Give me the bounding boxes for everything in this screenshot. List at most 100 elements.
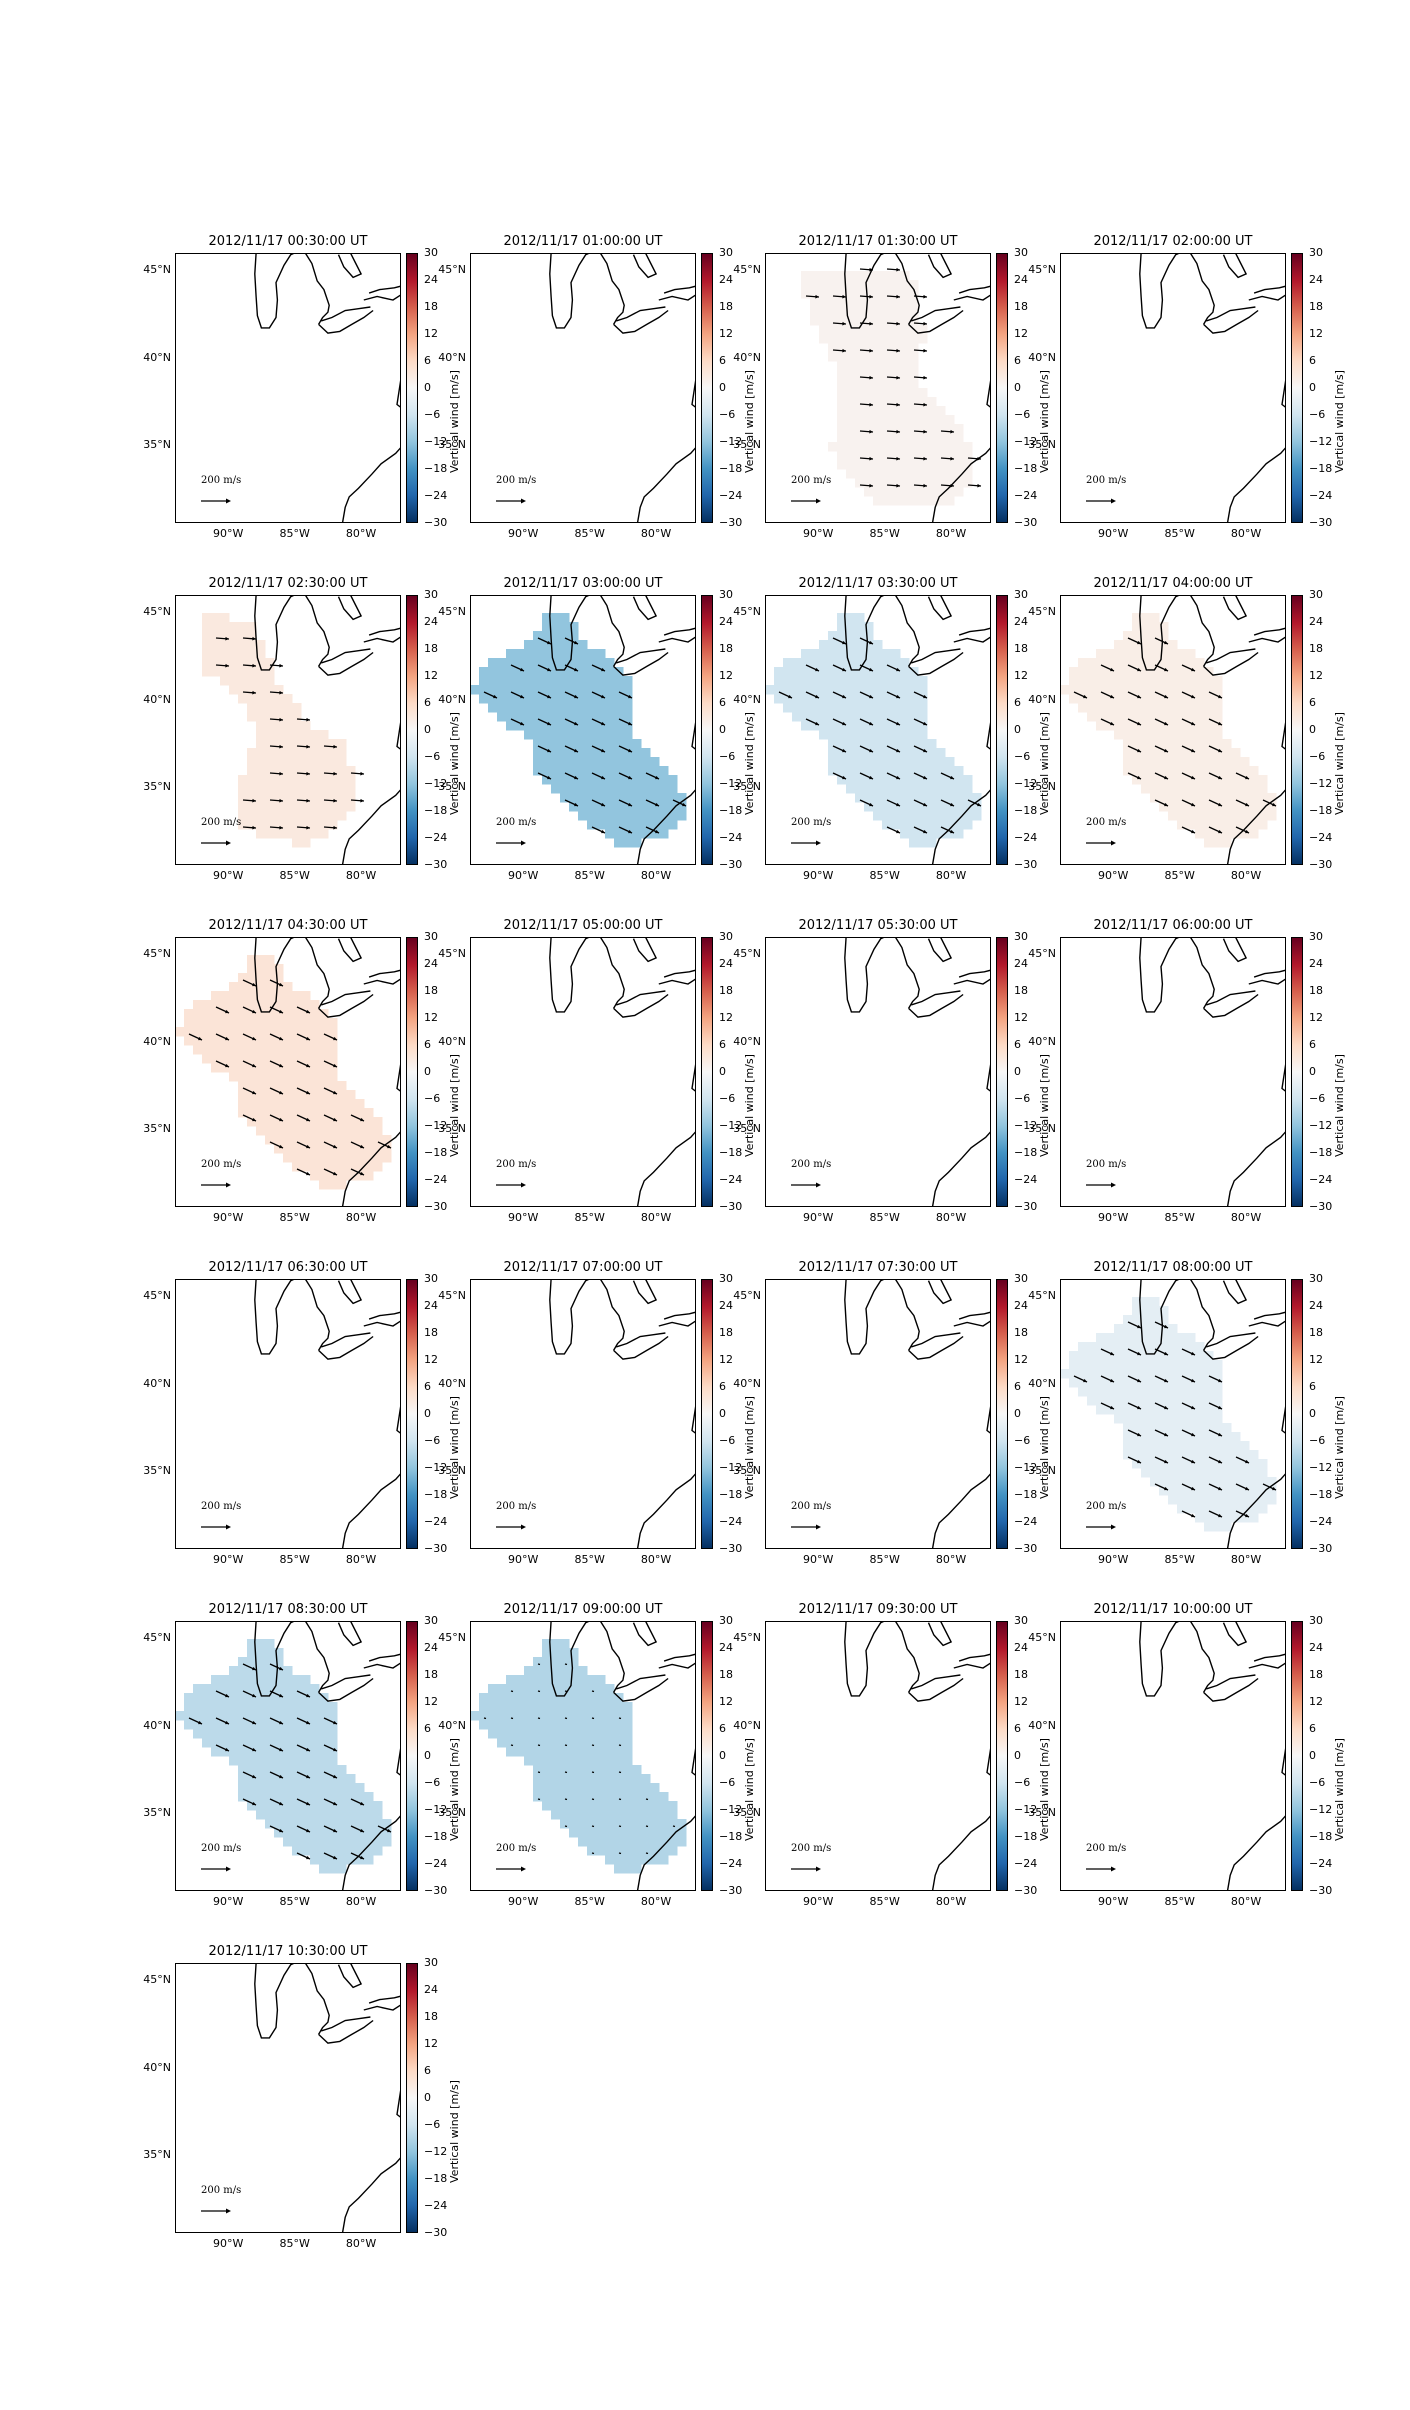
wind-cell (1204, 1522, 1214, 1532)
wind-cell (909, 451, 919, 461)
colorbar-tick-label: −18 (424, 1146, 448, 1159)
wind-cell (1141, 739, 1151, 749)
wind-cell (346, 1774, 356, 1784)
wind-cell (283, 1054, 293, 1064)
wind-arrowhead (1191, 829, 1195, 834)
wind-arrowhead (788, 694, 792, 699)
wind-arrowhead (923, 294, 927, 299)
wind-arrowhead (1164, 802, 1168, 807)
wind-cell (1168, 1486, 1178, 1496)
wind-cell (936, 757, 946, 767)
wind-cell (846, 451, 856, 461)
wind-cell (1132, 1360, 1142, 1370)
wind-cell (650, 1846, 660, 1856)
wind-arrowhead (333, 1144, 337, 1149)
wind-cell (1150, 1306, 1160, 1316)
wind-arrowhead (1137, 1324, 1141, 1329)
wind-cell (587, 1828, 597, 1838)
wind-cell (247, 784, 257, 794)
wind-cell (256, 1090, 266, 1100)
wind-cell (229, 685, 239, 695)
wind-cell (533, 1792, 543, 1802)
wind-cell (873, 469, 883, 479)
wind-cell (927, 802, 937, 812)
wind-cell (632, 1846, 642, 1856)
wind-cell (202, 613, 212, 623)
wind-arrowhead (252, 1063, 256, 1068)
wind-cell (1105, 1360, 1115, 1370)
wind-cell (891, 703, 901, 713)
wind-cell (1204, 1405, 1214, 1415)
colorbar (406, 1621, 418, 1891)
wind-cell (1168, 775, 1178, 785)
wind-cell (873, 388, 883, 398)
wind-cell (891, 316, 901, 326)
wind-cell (238, 793, 248, 803)
wind-cell (623, 703, 633, 713)
wind-cell (1168, 748, 1178, 758)
wind-cell (355, 1819, 365, 1829)
wind-arrowhead (896, 829, 900, 834)
wind-cell (247, 622, 257, 632)
colorbar (406, 1963, 418, 2233)
wind-cell (551, 1720, 561, 1730)
wind-arrowhead (279, 690, 283, 695)
wind-cell (551, 1702, 561, 1712)
wind-cell (1186, 775, 1196, 785)
wind-cell (202, 1729, 212, 1739)
wind-vectors (1073, 637, 1277, 834)
wind-cell (632, 1765, 642, 1775)
wind-cell (882, 280, 892, 290)
wind-cell (614, 1720, 624, 1730)
wind-cell (515, 685, 525, 695)
wind-cell (909, 469, 919, 479)
wind-cell (828, 352, 838, 362)
colorbar-tick-label: 30 (1014, 1614, 1028, 1627)
map-panel: 2012/11/17 04:00:00 UT 200 m/s 45°N 40°N 35°… (1028, 576, 1350, 905)
wind-cell (1177, 685, 1187, 695)
wind-cell (1186, 667, 1196, 677)
wind-cell (542, 1711, 552, 1721)
wind-cell (882, 361, 892, 371)
wind-cell (328, 775, 338, 785)
wind-cell (801, 658, 811, 668)
coastline (927, 1279, 953, 1305)
axes-frame (765, 595, 991, 865)
wind-cell (229, 1684, 239, 1694)
wind-cell (1105, 685, 1115, 695)
wind-arrow (645, 1852, 649, 1855)
wind-cell (1087, 694, 1097, 704)
wind-arrowhead (252, 1720, 256, 1725)
coastline (1222, 253, 1248, 279)
wind-cell (551, 784, 561, 794)
wind-cell (256, 1126, 266, 1136)
colorbar-tick-label: 6 (424, 696, 431, 709)
wind-cell (587, 658, 597, 668)
wind-cell (882, 793, 892, 803)
coastline (1253, 1311, 1286, 1320)
colorbar-tick-label: −30 (1014, 1542, 1038, 1555)
wind-cell (497, 694, 507, 704)
wind-cell (301, 1810, 311, 1820)
wind-cell (328, 1729, 338, 1739)
wind-cell (1258, 1495, 1268, 1505)
colorbar-label: Vertical wind [m/s] (1333, 1396, 1346, 1499)
wind-arrowhead (574, 640, 578, 645)
wind-cell (1204, 1495, 1214, 1505)
wind-cell (292, 1774, 302, 1784)
wind-cell (265, 1756, 275, 1766)
wind-cell (677, 1828, 687, 1838)
wind-cell (1258, 784, 1268, 794)
wind-cell (927, 811, 937, 821)
wind-cell (945, 793, 955, 803)
map-plot (1060, 1621, 1286, 1891)
wind-cell (301, 721, 311, 731)
wind-cell (238, 1009, 248, 1019)
wind-cell (1213, 1495, 1223, 1505)
coastline (658, 1320, 696, 1327)
wind-cell (274, 694, 284, 704)
wind-arrowhead (842, 640, 846, 645)
wind-cell (283, 703, 293, 713)
wind-cell (819, 289, 829, 299)
coastline (910, 1332, 961, 1348)
